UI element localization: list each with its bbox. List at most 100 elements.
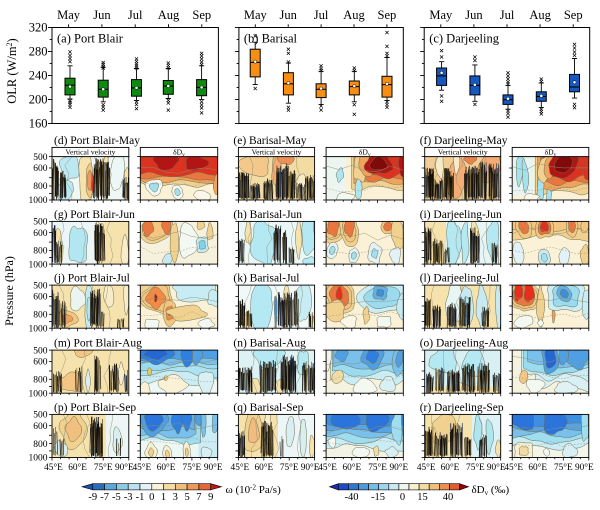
svg-text:δDv: δDv bbox=[359, 148, 371, 159]
svg-text:δDv: δDv bbox=[173, 148, 185, 159]
svg-text:Vertical velocity: Vertical velocity bbox=[65, 148, 115, 157]
svg-text:90°E: 90°E bbox=[204, 462, 223, 473]
svg-text:15: 15 bbox=[417, 492, 428, 503]
svg-text:δDv (‰): δDv (‰) bbox=[472, 484, 510, 497]
svg-text:δDv: δDv bbox=[545, 148, 557, 159]
svg-text:1: 1 bbox=[161, 492, 166, 503]
svg-text:280: 280 bbox=[29, 45, 48, 59]
svg-text:Sep: Sep bbox=[378, 8, 397, 22]
svg-text:500: 500 bbox=[33, 153, 48, 163]
svg-text:600: 600 bbox=[33, 358, 48, 368]
svg-text:Jun: Jun bbox=[280, 8, 298, 22]
svg-text:ω (10-2 Pa/s): ω (10-2 Pa/s) bbox=[226, 484, 282, 497]
svg-text:1000: 1000 bbox=[29, 454, 48, 464]
svg-text:5: 5 bbox=[184, 492, 189, 503]
svg-text:7: 7 bbox=[196, 492, 201, 503]
svg-text:75°E: 75°E bbox=[94, 462, 113, 473]
svg-text:-1: -1 bbox=[136, 492, 145, 503]
svg-text:320: 320 bbox=[29, 21, 48, 35]
svg-text:Aug: Aug bbox=[343, 8, 365, 22]
svg-text:(r) Darjeeling-Sep: (r) Darjeeling-Sep bbox=[420, 402, 504, 414]
svg-text:800: 800 bbox=[33, 376, 48, 386]
svg-text:60°E: 60°E bbox=[342, 462, 361, 473]
svg-text:(d) Port Blair-May: (d) Port Blair-May bbox=[54, 135, 140, 147]
svg-text:75°E: 75°E bbox=[466, 462, 485, 473]
svg-text:90°E: 90°E bbox=[575, 462, 594, 473]
svg-text:800: 800 bbox=[33, 440, 48, 450]
svg-text:800: 800 bbox=[33, 247, 48, 257]
svg-text:Aug: Aug bbox=[158, 8, 180, 22]
svg-text:45°E: 45°E bbox=[417, 462, 436, 473]
svg-text:(m) Port Blair-Aug: (m) Port Blair-Aug bbox=[54, 338, 142, 350]
svg-text:(g) Port Blair-Jun: (g) Port Blair-Jun bbox=[54, 209, 135, 221]
svg-text:OLR (W/m2): OLR (W/m2) bbox=[5, 38, 19, 103]
svg-text:(o) Darjeeling-Aug: (o) Darjeeling-Aug bbox=[420, 338, 509, 350]
svg-text:(h) Barisal-Jun: (h) Barisal-Jun bbox=[233, 209, 302, 221]
svg-text:Jul: Jul bbox=[500, 8, 515, 22]
svg-text:1000: 1000 bbox=[29, 260, 48, 270]
svg-text:90°E: 90°E bbox=[301, 462, 320, 473]
svg-text:-40: -40 bbox=[345, 492, 359, 503]
svg-text:800: 800 bbox=[33, 311, 48, 321]
svg-text:Jun: Jun bbox=[465, 8, 483, 22]
svg-text:(i) Darjeeling-Jun: (i) Darjeeling-Jun bbox=[420, 209, 502, 221]
svg-text:Jul: Jul bbox=[128, 8, 143, 22]
svg-text:(k) Barisal-Jul: (k) Barisal-Jul bbox=[233, 273, 299, 285]
svg-text:60°E: 60°E bbox=[157, 462, 176, 473]
svg-text:500: 500 bbox=[33, 218, 48, 228]
svg-text:(p) Port Blair-Sep: (p) Port Blair-Sep bbox=[54, 402, 136, 414]
svg-text:(c) Darjeeling: (c) Darjeeling bbox=[429, 32, 500, 46]
svg-text:Jul: Jul bbox=[314, 8, 329, 22]
svg-text:May: May bbox=[244, 8, 268, 22]
svg-text:(q) Barisal-Sep: (q) Barisal-Sep bbox=[233, 402, 303, 414]
svg-text:600: 600 bbox=[33, 229, 48, 239]
svg-text:75°E: 75°E bbox=[554, 462, 573, 473]
svg-text:May: May bbox=[57, 8, 81, 22]
svg-text:-3: -3 bbox=[124, 492, 133, 503]
svg-text:Vertical velocity: Vertical velocity bbox=[438, 148, 488, 157]
svg-text:45°E: 45°E bbox=[504, 462, 523, 473]
svg-text:60°E: 60°E bbox=[254, 462, 273, 473]
svg-text:(f) Darjeeling-May: (f) Darjeeling-May bbox=[420, 135, 508, 147]
svg-text:45°E: 45°E bbox=[132, 462, 151, 473]
svg-text:-7: -7 bbox=[100, 492, 109, 503]
svg-text:500: 500 bbox=[33, 411, 48, 421]
svg-text:Vertical velocity: Vertical velocity bbox=[252, 148, 302, 157]
svg-text:(a) Port Blair: (a) Port Blair bbox=[57, 32, 124, 46]
svg-text:90°E: 90°E bbox=[389, 462, 408, 473]
svg-text:1000: 1000 bbox=[29, 324, 48, 334]
svg-text:600: 600 bbox=[33, 422, 48, 432]
svg-text:800: 800 bbox=[33, 182, 48, 192]
svg-text:600: 600 bbox=[33, 164, 48, 174]
svg-text:45°E: 45°E bbox=[318, 462, 337, 473]
svg-text:-5: -5 bbox=[112, 492, 121, 503]
svg-text:Sep: Sep bbox=[564, 8, 583, 22]
svg-text:-15: -15 bbox=[371, 492, 385, 503]
svg-text:90°E: 90°E bbox=[115, 462, 134, 473]
svg-text:1000: 1000 bbox=[29, 389, 48, 399]
svg-text:-9: -9 bbox=[88, 492, 97, 503]
svg-text:60°E: 60°E bbox=[441, 462, 460, 473]
svg-text:500: 500 bbox=[33, 281, 48, 291]
svg-text:(e) Barisal-May: (e) Barisal-May bbox=[233, 135, 306, 147]
svg-text:40: 40 bbox=[443, 492, 454, 503]
svg-text:0: 0 bbox=[149, 492, 154, 503]
svg-text:Sep: Sep bbox=[192, 8, 211, 22]
svg-text:60°E: 60°E bbox=[528, 462, 547, 473]
svg-text:1000: 1000 bbox=[29, 196, 48, 206]
svg-text:(l) Darjeeling-Jul: (l) Darjeeling-Jul bbox=[420, 273, 500, 285]
svg-text:75°E: 75°E bbox=[368, 462, 387, 473]
svg-text:0: 0 bbox=[400, 492, 405, 503]
svg-text:Jun: Jun bbox=[93, 8, 111, 22]
svg-text:75°E: 75°E bbox=[183, 462, 202, 473]
svg-text:Aug: Aug bbox=[529, 8, 551, 22]
svg-text:75°E: 75°E bbox=[280, 462, 299, 473]
svg-text:(j) Port Blair-Jul: (j) Port Blair-Jul bbox=[54, 273, 130, 285]
svg-text:9: 9 bbox=[208, 492, 213, 503]
svg-text:(b) Barisal: (b) Barisal bbox=[244, 32, 298, 46]
svg-text:3: 3 bbox=[173, 492, 178, 503]
svg-text:45°E: 45°E bbox=[231, 462, 250, 473]
svg-text:600: 600 bbox=[33, 293, 48, 303]
svg-text:200: 200 bbox=[29, 93, 48, 107]
svg-text:45°E: 45°E bbox=[44, 462, 63, 473]
